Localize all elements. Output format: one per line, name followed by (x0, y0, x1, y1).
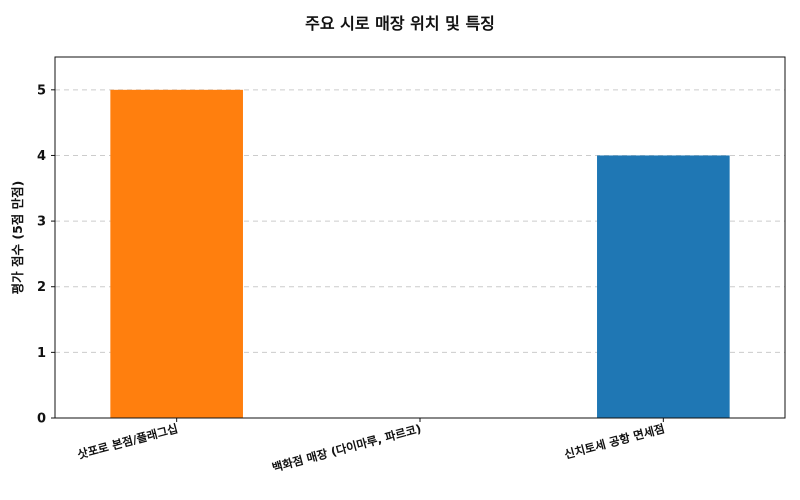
bar (597, 155, 730, 419)
y-tick-label: 2 (37, 280, 46, 295)
x-tick-label: 백화점 매장 (다이마루, 파르코) (271, 421, 423, 474)
y-axis: 0 1 2 3 4 5 (37, 83, 55, 427)
y-tick-label: 3 (37, 215, 46, 230)
chart-title: 주요 시로 매장 위치 및 특징 (305, 14, 495, 33)
y-axis-label: 평가 점수 (5점 만점) (10, 181, 25, 295)
y-tick-label: 0 (37, 412, 46, 427)
y-tick-label: 5 (37, 83, 46, 98)
y-tick-label: 4 (37, 149, 46, 164)
y-tick-label: 1 (37, 346, 46, 361)
bars (110, 89, 730, 419)
x-tick-label: 신치토세 공항 면세점 (563, 421, 666, 461)
x-tick-label: 삿포로 본점/플래그십 (76, 421, 180, 461)
bar (110, 89, 243, 419)
x-axis: 삿포로 본점/플래그십 백화점 매장 (다이마루, 파르코) 신치토세 공항 면세점 (76, 418, 666, 475)
